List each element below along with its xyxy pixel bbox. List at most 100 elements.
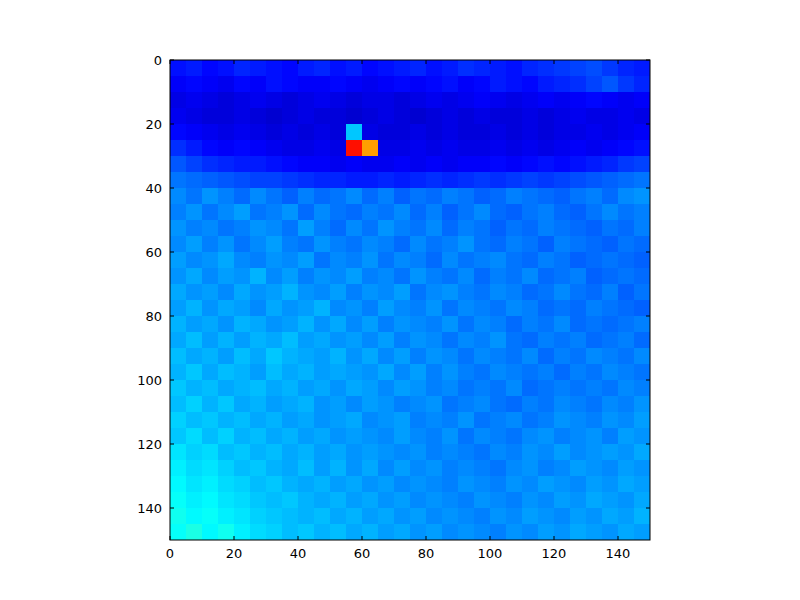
heatmap-cell [538,380,555,397]
heatmap-cell [218,348,235,365]
x-tick-top [426,60,427,64]
heatmap-cell [170,332,187,349]
heatmap-cell [234,476,251,493]
heatmap-cell [298,236,315,253]
y-tick [170,444,174,445]
heatmap-cell [234,364,251,381]
heatmap-cell [474,444,491,461]
y-tick [170,188,174,189]
heatmap-cell [554,204,571,221]
heatmap-cell [186,76,203,93]
heatmap-cell [570,284,587,301]
heatmap-cell [266,156,283,173]
heatmap-cell [538,188,555,205]
heatmap-cell [506,508,523,525]
heatmap-cell [170,124,187,141]
heatmap-cell [218,460,235,477]
heatmap-cell [442,396,459,413]
chart: 020406080100120140020406080100120140 [0,0,800,600]
heatmap-cell [234,492,251,509]
heatmap-cell [170,380,187,397]
heatmap-cell [250,364,267,381]
heatmap-cell [618,460,635,477]
heatmap-cell [458,348,475,365]
heatmap-cell [202,172,219,189]
heatmap-cell [410,108,427,125]
heatmap-cell [314,284,331,301]
heatmap-cell [618,268,635,285]
heatmap-cell [314,140,331,157]
heatmap-cell [586,460,603,477]
heatmap-cell [458,220,475,237]
heatmap-cell [266,396,283,413]
x-tick-top [490,60,491,64]
heatmap-cell [314,204,331,221]
heatmap-cell [506,492,523,509]
heatmap-cell [426,348,443,365]
heatmap-cell [170,108,187,125]
heatmap-cell [282,188,299,205]
heatmap-cell [314,444,331,461]
heatmap-cell [538,428,555,445]
heatmap-cell [362,236,379,253]
heatmap-cell [522,364,539,381]
heatmap-cell [426,268,443,285]
heatmap-cell [314,92,331,109]
heatmap-cell [282,76,299,93]
heatmap-cell [538,348,555,365]
heatmap-cell [234,348,251,365]
heatmap-cell [570,396,587,413]
heatmap-cell [186,60,203,77]
heatmap-cell [490,60,507,77]
heatmap-cell [186,252,203,269]
y-tick-label: 140 [137,501,162,516]
heatmap-cell [218,188,235,205]
heatmap-cell [442,364,459,381]
heatmap-cell [218,492,235,509]
heatmap-cell [474,60,491,77]
heatmap-cell [266,268,283,285]
heatmap-cell [570,252,587,269]
heatmap-cell [394,92,411,109]
heatmap-cell [410,172,427,189]
heatmap-cell [554,396,571,413]
heatmap-cell [634,92,650,109]
heatmap-cell [250,284,267,301]
heatmap-cell [346,108,363,125]
heatmap-cell [234,332,251,349]
heatmap-cell [426,300,443,317]
heatmap-cell [602,188,619,205]
heatmap-cell [570,60,587,77]
y-tick [170,316,174,317]
heatmap-cell [442,140,459,157]
heatmap-cell [634,236,650,253]
heatmap-cell [602,348,619,365]
heatmap-cell [554,524,571,540]
heatmap-cell [522,332,539,349]
heatmap-cell [362,364,379,381]
heatmap-cell [378,428,395,445]
heatmap-cell [490,316,507,333]
heatmap-cell [346,348,363,365]
heatmap-cell [330,444,347,461]
heatmap-cell [330,124,347,141]
heatmap-cell [426,140,443,157]
heatmap-cell [330,332,347,349]
heatmap-cell [506,172,523,189]
heatmap-cell [282,108,299,125]
heatmap-cell [186,364,203,381]
heatmap-cell [234,460,251,477]
heatmap-cell [330,428,347,445]
heatmap-cell [282,444,299,461]
heatmap-cell [570,460,587,477]
heatmap-cell [394,140,411,157]
heatmap-cell [266,140,283,157]
heatmap-cell [170,364,187,381]
heatmap-cell [506,316,523,333]
heatmap-cell [330,396,347,413]
heatmap-cell [234,252,251,269]
heatmap-cell [474,332,491,349]
heatmap-cell [202,236,219,253]
heatmap-cell [298,380,315,397]
heatmap-cell [186,188,203,205]
